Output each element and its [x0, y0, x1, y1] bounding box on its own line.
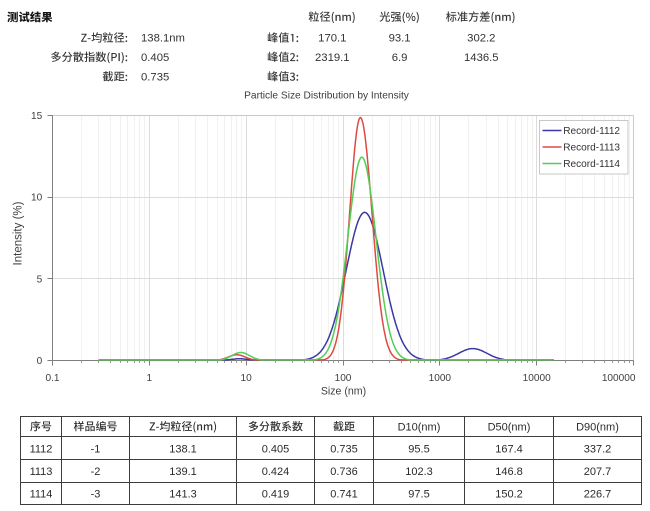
svg-text:1000: 1000: [429, 373, 452, 384]
svg-text:6.9: 6.9: [392, 52, 408, 64]
svg-text:1436.5: 1436.5: [464, 52, 499, 64]
svg-text:10000: 10000: [523, 373, 551, 384]
svg-text:10: 10: [31, 193, 43, 204]
svg-text:0.735: 0.735: [330, 444, 358, 456]
svg-text:Size (nm): Size (nm): [321, 385, 366, 397]
svg-text:0.735: 0.735: [141, 72, 169, 84]
svg-text:95.5: 95.5: [408, 444, 429, 456]
svg-text:1112: 1112: [30, 444, 53, 456]
svg-text:138.1nm: 138.1nm: [141, 33, 185, 45]
svg-text:139.1: 139.1: [169, 466, 197, 478]
svg-text:Particle Size Distribution by: Particle Size Distribution by Intensity: [244, 91, 410, 102]
svg-text:0.1: 0.1: [45, 373, 59, 384]
svg-text:10: 10: [241, 373, 253, 384]
svg-text:1: 1: [147, 373, 153, 384]
svg-text:100000: 100000: [602, 373, 636, 384]
svg-text:102.3: 102.3: [405, 466, 433, 478]
svg-text:D90(nm): D90(nm): [576, 421, 619, 433]
svg-text:-2: -2: [91, 466, 101, 478]
svg-text:-3: -3: [91, 488, 101, 500]
svg-text:0.736: 0.736: [330, 466, 358, 478]
svg-text:141.3: 141.3: [169, 488, 197, 500]
svg-text:0.419: 0.419: [262, 488, 290, 500]
svg-text:0.741: 0.741: [330, 488, 358, 500]
svg-text:97.5: 97.5: [408, 488, 429, 500]
svg-text:337.2: 337.2: [584, 444, 612, 456]
svg-text:-1: -1: [91, 444, 101, 456]
svg-text:Record-1114: Record-1114: [563, 159, 620, 170]
svg-text:100: 100: [335, 373, 352, 384]
svg-text:0.405: 0.405: [262, 444, 290, 456]
svg-text:0.405: 0.405: [141, 52, 169, 64]
svg-text:167.4: 167.4: [495, 444, 523, 456]
svg-text:D50(nm): D50(nm): [488, 421, 531, 433]
svg-text:2319.1: 2319.1: [315, 52, 350, 64]
svg-text:146.8: 146.8: [495, 466, 523, 478]
svg-text:138.1: 138.1: [169, 444, 197, 456]
svg-text:0.424: 0.424: [262, 466, 290, 478]
svg-text:1113: 1113: [30, 466, 53, 478]
svg-text:150.2: 150.2: [495, 488, 523, 500]
svg-text:15: 15: [31, 111, 43, 122]
svg-text:5: 5: [37, 274, 43, 285]
svg-text:226.7: 226.7: [584, 488, 612, 500]
svg-text:207.7: 207.7: [584, 466, 612, 478]
svg-text:D10(nm): D10(nm): [398, 421, 441, 433]
svg-text:0: 0: [37, 356, 43, 367]
svg-text:Intensity (%): Intensity (%): [12, 201, 24, 265]
svg-text:302.2: 302.2: [467, 33, 495, 45]
svg-text:170.1: 170.1: [318, 33, 346, 45]
svg-text:93.1: 93.1: [389, 33, 411, 45]
svg-text:Record-1112: Record-1112: [563, 126, 620, 137]
svg-text:Record-1113: Record-1113: [563, 143, 620, 154]
svg-text:1114: 1114: [30, 488, 53, 500]
